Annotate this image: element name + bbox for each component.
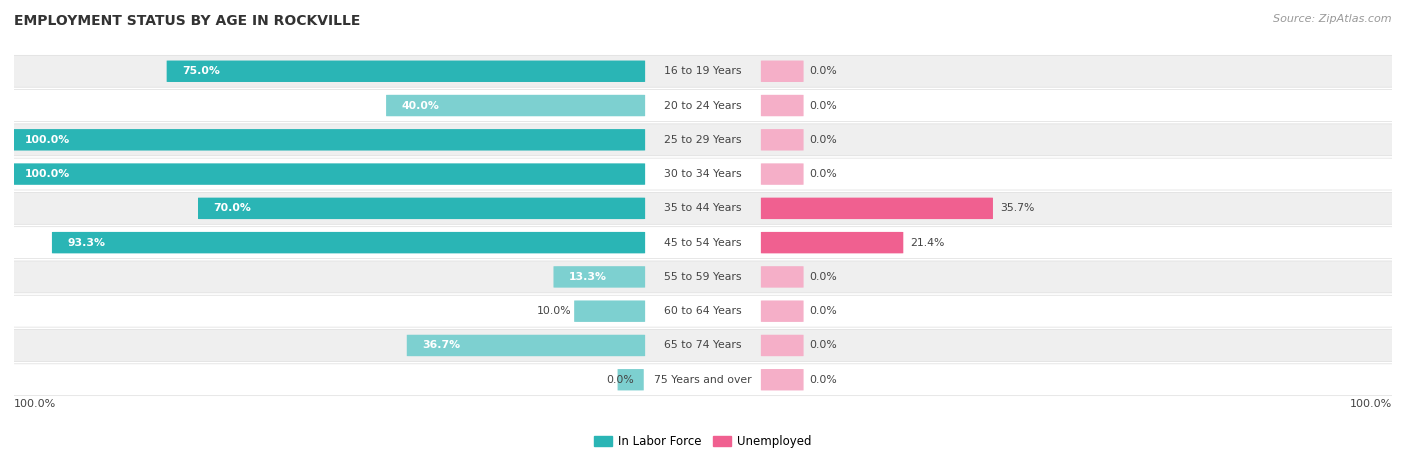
Text: 75 Years and over: 75 Years and over bbox=[654, 375, 752, 385]
FancyBboxPatch shape bbox=[761, 335, 804, 356]
Text: 60 to 64 Years: 60 to 64 Years bbox=[664, 306, 742, 316]
Text: 100.0%: 100.0% bbox=[25, 135, 70, 145]
Text: 40.0%: 40.0% bbox=[401, 101, 439, 110]
FancyBboxPatch shape bbox=[10, 295, 1396, 327]
FancyBboxPatch shape bbox=[761, 198, 993, 219]
Text: 100.0%: 100.0% bbox=[14, 399, 56, 409]
Text: 100.0%: 100.0% bbox=[25, 169, 70, 179]
FancyBboxPatch shape bbox=[574, 300, 645, 322]
FancyBboxPatch shape bbox=[198, 198, 645, 219]
FancyBboxPatch shape bbox=[406, 335, 645, 356]
FancyBboxPatch shape bbox=[761, 60, 804, 82]
Text: 45 to 54 Years: 45 to 54 Years bbox=[664, 238, 742, 248]
FancyBboxPatch shape bbox=[761, 129, 804, 151]
FancyBboxPatch shape bbox=[761, 369, 804, 391]
Text: 16 to 19 Years: 16 to 19 Years bbox=[664, 66, 742, 76]
FancyBboxPatch shape bbox=[761, 300, 804, 322]
Text: 35 to 44 Years: 35 to 44 Years bbox=[664, 203, 742, 213]
Text: 93.3%: 93.3% bbox=[67, 238, 105, 248]
FancyBboxPatch shape bbox=[10, 364, 1396, 396]
FancyBboxPatch shape bbox=[761, 95, 804, 116]
FancyBboxPatch shape bbox=[10, 261, 1396, 293]
Text: 0.0%: 0.0% bbox=[808, 66, 837, 76]
Text: 0.0%: 0.0% bbox=[808, 306, 837, 316]
Text: 36.7%: 36.7% bbox=[422, 341, 460, 350]
FancyBboxPatch shape bbox=[10, 330, 1396, 361]
FancyBboxPatch shape bbox=[10, 193, 1396, 224]
Text: 70.0%: 70.0% bbox=[214, 203, 252, 213]
FancyBboxPatch shape bbox=[10, 129, 645, 151]
Text: 100.0%: 100.0% bbox=[1350, 399, 1392, 409]
Legend: In Labor Force, Unemployed: In Labor Force, Unemployed bbox=[589, 430, 817, 451]
FancyBboxPatch shape bbox=[10, 55, 1396, 87]
Text: 30 to 34 Years: 30 to 34 Years bbox=[664, 169, 742, 179]
FancyBboxPatch shape bbox=[10, 158, 1396, 190]
Text: EMPLOYMENT STATUS BY AGE IN ROCKVILLE: EMPLOYMENT STATUS BY AGE IN ROCKVILLE bbox=[14, 14, 360, 28]
Text: 10.0%: 10.0% bbox=[537, 306, 571, 316]
Text: 0.0%: 0.0% bbox=[606, 375, 634, 385]
Text: 0.0%: 0.0% bbox=[808, 101, 837, 110]
FancyBboxPatch shape bbox=[10, 124, 1396, 156]
FancyBboxPatch shape bbox=[761, 266, 804, 288]
FancyBboxPatch shape bbox=[761, 232, 903, 253]
Text: 13.3%: 13.3% bbox=[568, 272, 606, 282]
FancyBboxPatch shape bbox=[167, 60, 645, 82]
FancyBboxPatch shape bbox=[10, 227, 1396, 258]
FancyBboxPatch shape bbox=[761, 163, 804, 185]
FancyBboxPatch shape bbox=[387, 95, 645, 116]
Text: 25 to 29 Years: 25 to 29 Years bbox=[664, 135, 742, 145]
FancyBboxPatch shape bbox=[10, 90, 1396, 121]
FancyBboxPatch shape bbox=[52, 232, 645, 253]
FancyBboxPatch shape bbox=[10, 163, 645, 185]
Text: 0.0%: 0.0% bbox=[808, 341, 837, 350]
Text: Source: ZipAtlas.com: Source: ZipAtlas.com bbox=[1274, 14, 1392, 23]
Text: 65 to 74 Years: 65 to 74 Years bbox=[664, 341, 742, 350]
FancyBboxPatch shape bbox=[554, 266, 645, 288]
Text: 55 to 59 Years: 55 to 59 Years bbox=[664, 272, 742, 282]
Text: 35.7%: 35.7% bbox=[1000, 203, 1035, 213]
Text: 21.4%: 21.4% bbox=[910, 238, 945, 248]
Text: 0.0%: 0.0% bbox=[808, 169, 837, 179]
Text: 0.0%: 0.0% bbox=[808, 135, 837, 145]
Text: 75.0%: 75.0% bbox=[181, 66, 219, 76]
FancyBboxPatch shape bbox=[617, 369, 644, 391]
Text: 20 to 24 Years: 20 to 24 Years bbox=[664, 101, 742, 110]
Text: 0.0%: 0.0% bbox=[808, 375, 837, 385]
Text: 0.0%: 0.0% bbox=[808, 272, 837, 282]
